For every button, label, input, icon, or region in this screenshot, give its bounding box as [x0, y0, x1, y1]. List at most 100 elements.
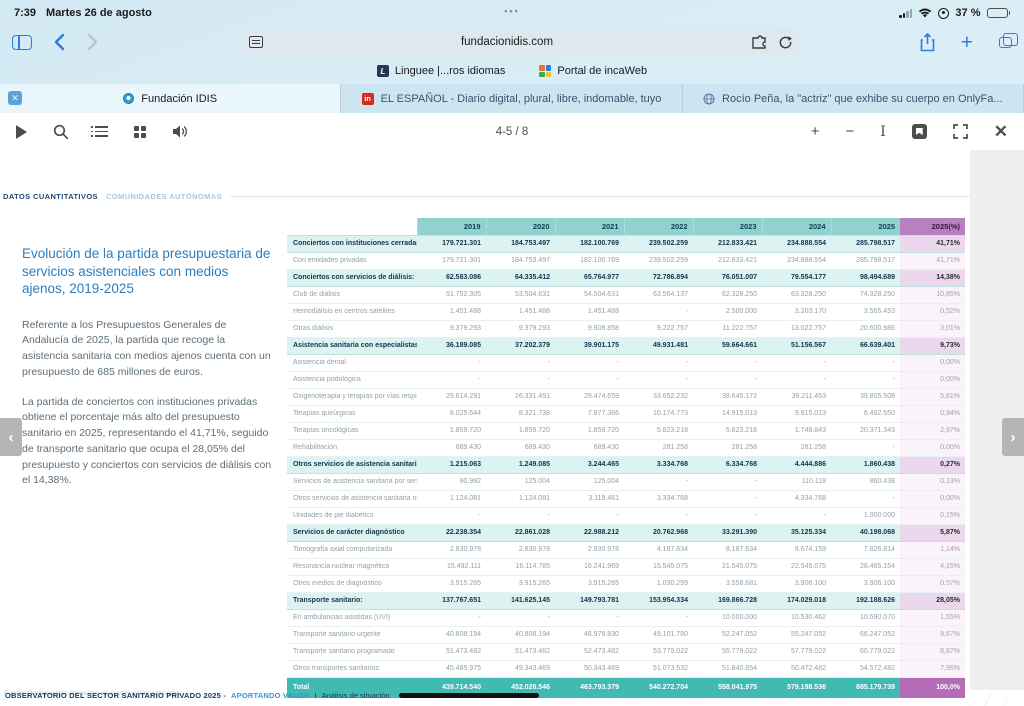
tab-title: Rocío Peña, la "actriz" que exhibe su cu…	[722, 92, 1003, 105]
row-value: -	[624, 303, 693, 321]
row-value: 7.826.814	[831, 541, 900, 559]
column-header: 2023	[692, 218, 762, 235]
row-value: -	[555, 371, 624, 389]
zoom-in-button[interactable]: +	[810, 123, 820, 140]
tabs-icon	[999, 33, 1018, 48]
row-value: 2.830.978	[417, 541, 486, 559]
table-row: Tomografía axial computarizada 2.830.978 2…	[287, 541, 965, 559]
reload-icon[interactable]	[778, 35, 793, 50]
pdf-download-button[interactable]	[911, 124, 927, 139]
row-value: 98.494.689	[831, 268, 900, 287]
row-value: 3.906.100	[762, 575, 831, 593]
row-value: -	[624, 507, 693, 525]
breadcrumb-inactive: COMUNIDADES AUTÓNOMAS	[105, 192, 223, 201]
new-tab-button[interactable]: +	[961, 32, 973, 53]
row-label: Conciertos con servicios de diálisis:	[287, 268, 417, 287]
row-value: 3.558.681	[693, 575, 762, 593]
row-value: 3,01%	[900, 320, 965, 338]
row-value: 281.258	[624, 439, 693, 457]
row-value: 28,05%	[900, 591, 965, 610]
row-value: 60.779.022	[831, 643, 900, 661]
row-value: 16.241.969	[555, 558, 624, 576]
outline-button[interactable]	[91, 126, 108, 137]
row-value: 1.000.000	[831, 507, 900, 525]
row-value: 689.430	[486, 439, 555, 457]
forward-button[interactable]	[87, 33, 98, 51]
previous-page-button[interactable]: ‹	[0, 418, 22, 456]
row-value: 6.462.550	[831, 405, 900, 423]
footer-subtitle: Análisis de situación	[321, 691, 390, 700]
row-value: 52.247.052	[693, 626, 762, 644]
row-value: -	[555, 354, 624, 372]
tab-el-espanol[interactable]: in EL ESPAÑOL - Diario digital, plural, …	[341, 84, 683, 113]
row-value: 51.073.532	[624, 660, 693, 678]
row-value: 7,96%	[900, 660, 965, 678]
row-value: 540.272.704	[624, 677, 693, 698]
address-bar[interactable]: fundacionidis.com	[241, 29, 801, 55]
sidebar-icon	[12, 34, 32, 50]
report-footer: OBSERVATORIO DEL SECTOR SANITARIO PRIVAD…	[5, 691, 1024, 700]
row-value: 10.590.070	[831, 609, 900, 627]
table-row: Total 439.714.540 452.026.546 463.793.379 54…	[287, 677, 965, 698]
table-row: Club de diálisis 51.752.305 53.504.631 54.5…	[287, 286, 965, 304]
fullscreen-button[interactable]	[952, 124, 968, 139]
status-bar: 7:39 Martes 26 de agosto ••• 37 %	[0, 0, 1024, 26]
row-value: -	[831, 354, 900, 372]
row-value: -	[624, 371, 693, 389]
row-value: 90.982	[417, 473, 486, 491]
row-value: 0,00%	[900, 371, 965, 389]
bookmark-label: Portal de incaWeb	[557, 65, 648, 77]
row-value: 9.379.293	[486, 320, 555, 338]
row-value: -	[762, 507, 831, 525]
row-value: 51.752.305	[417, 286, 486, 304]
row-value: 689.430	[555, 439, 624, 457]
close-tab-icon[interactable]: ✕	[8, 91, 22, 105]
reader-icon[interactable]	[249, 36, 263, 48]
browser-toolbar: fundacionidis.com +	[0, 26, 1024, 58]
table-row: Servicios de asistencia sanitaria por se…	[287, 473, 965, 491]
close-viewer-button[interactable]: ✕	[994, 122, 1008, 142]
row-value: 15.492.111	[417, 558, 486, 576]
pdf-search-button[interactable]	[53, 124, 69, 140]
row-label: Resonancia nuclear magnética	[287, 558, 417, 576]
row-value: 49.343.469	[486, 660, 555, 678]
row-value: -	[831, 490, 900, 508]
plus-icon: +	[960, 30, 973, 54]
row-value: 2,97%	[900, 422, 965, 440]
row-value: 100,0%	[900, 677, 965, 698]
column-header: 2024	[761, 218, 831, 235]
row-value: 4,15%	[900, 558, 965, 576]
table-row: Hemodiálisis en centros satélites 1.451.4…	[287, 303, 965, 321]
table-row: Conciertos con instituciones cerradas: 17…	[287, 234, 965, 253]
zoom-out-button[interactable]: −	[845, 123, 855, 140]
row-value: -	[417, 609, 486, 627]
tab-rocio-pena[interactable]: Rocío Peña, la "actriz" que exhibe su cu…	[682, 84, 1024, 113]
row-value: 234.888.554	[762, 252, 831, 270]
bookmark-linguee[interactable]: L Linguee |...ros idiomas	[376, 65, 505, 77]
presentation-play-button[interactable]	[16, 124, 27, 139]
multitasking-dots-icon[interactable]: •••	[504, 6, 520, 16]
bookmark-incaweb[interactable]: Portal de incaWeb	[539, 65, 647, 77]
back-button[interactable]	[54, 33, 65, 51]
text-select-button[interactable]: I	[880, 124, 886, 140]
extensions-puzzle-icon[interactable]	[751, 35, 768, 49]
row-value: -	[762, 371, 831, 389]
thumbnails-grid-icon	[134, 125, 146, 138]
row-value: 182.100.769	[555, 252, 624, 270]
share-button[interactable]	[920, 32, 935, 52]
tab-fundacion-idis[interactable]: Fundación IDIS	[0, 84, 342, 113]
row-label: Conciertos con instituciones cerradas:	[287, 234, 417, 253]
row-value: 1.030.259	[624, 575, 693, 593]
tab-overview-button[interactable]	[999, 33, 1018, 48]
thumbnails-button[interactable]	[134, 125, 146, 138]
sidebar-button[interactable]	[12, 34, 32, 50]
chevron-left-icon: ‹	[8, 428, 14, 446]
next-page-button[interactable]: ›	[1002, 418, 1024, 456]
url-text[interactable]: fundacionidis.com	[460, 36, 554, 48]
row-value: 3.203.170	[762, 303, 831, 321]
audio-button[interactable]	[172, 124, 189, 139]
pdf-file-icon	[911, 124, 927, 139]
row-value: 1,55%	[900, 609, 965, 627]
row-value: 149.793.781	[555, 591, 624, 610]
paragraph-1: Referente a los Presupuestos Generales d…	[22, 318, 271, 378]
